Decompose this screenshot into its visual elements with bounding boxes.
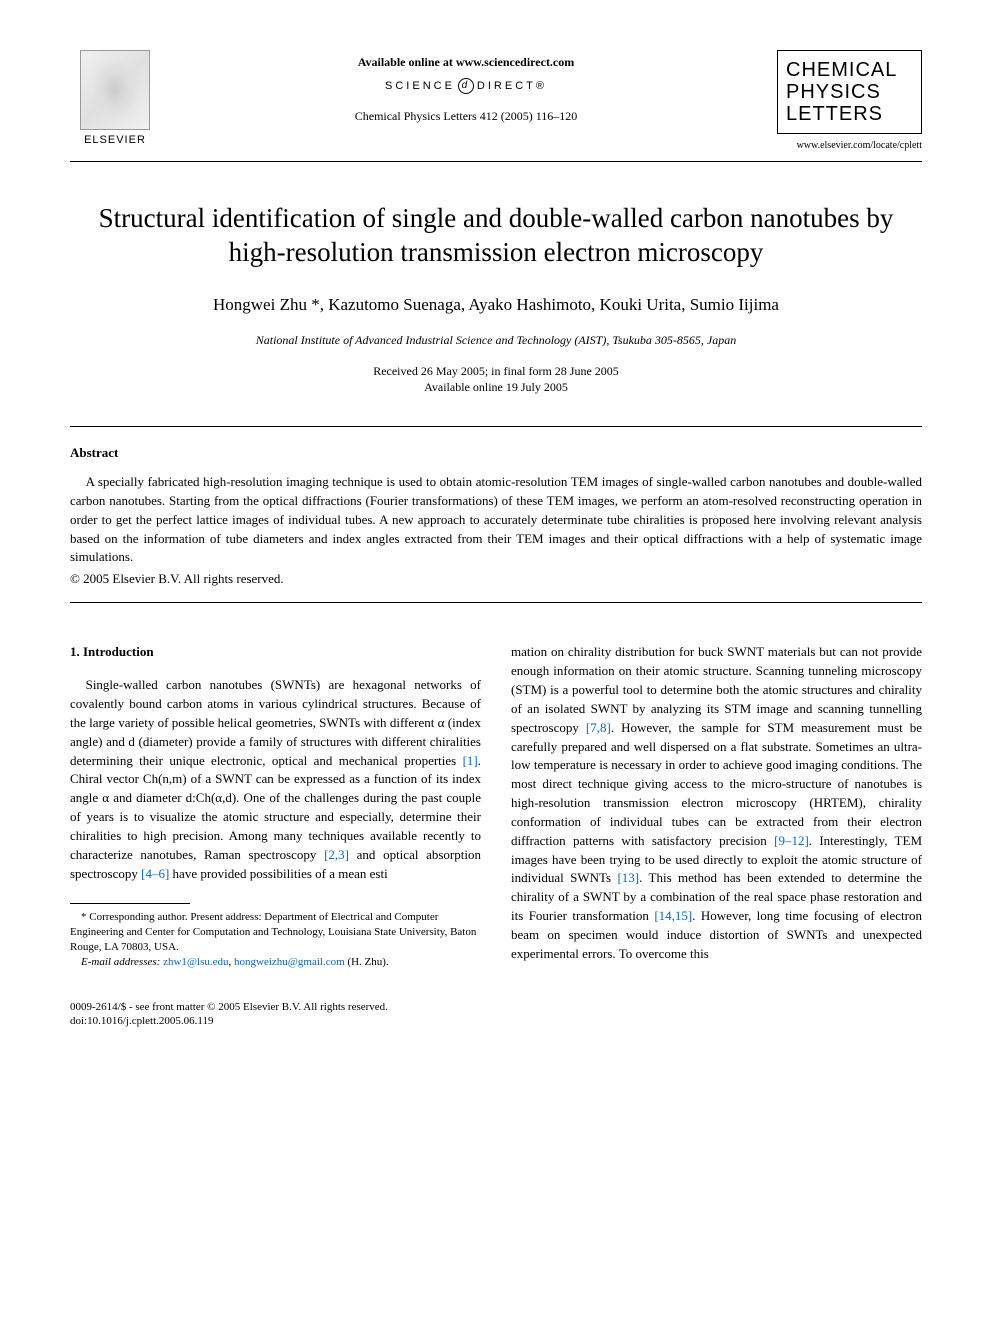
available-online-text: Available online at www.sciencedirect.co… [160,55,772,70]
left-column: 1. Introduction Single-walled carbon nan… [70,643,481,1028]
article-title: Structural identification of single and … [70,202,922,270]
sd-right: DIRECT® [477,80,547,92]
ref-link-13[interactable]: [13] [617,870,639,885]
abstract-bottom-divider [70,602,922,603]
email-link-1[interactable]: zhw1@lsu.edu [163,956,228,968]
body-text-r2: . However, the sample for STM measuremen… [511,720,922,848]
abstract-copyright: © 2005 Elsevier B.V. All rights reserved… [70,571,922,587]
page-header: ELSEVIER Available online at www.science… [70,50,922,151]
abstract-heading: Abstract [70,445,922,461]
body-text-4: have provided possibilities of a mean es… [169,866,387,881]
ref-link-78[interactable]: [7,8] [586,720,611,735]
header-divider [70,161,922,162]
article-dates: Received 26 May 2005; in final form 28 J… [70,363,922,397]
body-text-1: Single-walled carbon nanotubes (SWNTs) a… [70,677,481,767]
journal-logo-block: CHEMICAL PHYSICS LETTERS www.elsevier.co… [772,50,922,151]
publisher-block: ELSEVIER [70,50,160,146]
corresponding-footnote: * Corresponding author. Present address:… [70,910,481,955]
journal-logo-line-2: PHYSICS [786,81,913,103]
available-date: Available online 19 July 2005 [70,379,922,396]
email-tail: (H. Zhu). [345,956,389,968]
abstract-text: A specially fabricated high-resolution i… [70,473,922,567]
intro-paragraph-left: Single-walled carbon nanotubes (SWNTs) a… [70,676,481,883]
journal-logo-line-1: CHEMICAL [786,59,913,81]
body-text-2: . Chiral vector Ch(n,m) of a SWNT can be… [70,753,481,862]
ref-link-912[interactable]: [9–12] [774,833,809,848]
sd-circle-icon: d [458,78,474,94]
received-date: Received 26 May 2005; in final form 28 J… [70,363,922,380]
doi-line: doi:10.1016/j.cplett.2005.06.119 [70,1014,481,1028]
body-columns: 1. Introduction Single-walled carbon nan… [70,643,922,1028]
sd-left: SCIENCE [385,80,455,92]
journal-url: www.elsevier.com/locate/cplett [772,140,922,151]
issn-line: 0009-2614/$ - see front matter © 2005 El… [70,1000,481,1014]
elsevier-tree-logo [80,50,150,130]
right-column: mation on chirality distribution for buc… [511,643,922,1028]
journal-logo-line-3: LETTERS [786,103,913,125]
email-link-2[interactable]: hongweizhu@gmail.com [234,956,345,968]
abstract-top-divider [70,426,922,427]
journal-logo-box: CHEMICAL PHYSICS LETTERS [777,50,922,134]
bottom-meta: 0009-2614/$ - see front matter © 2005 El… [70,1000,481,1029]
center-header: Available online at www.sciencedirect.co… [160,50,772,124]
ref-link-23[interactable]: [2,3] [324,847,349,862]
affiliation: National Institute of Advanced Industria… [70,333,922,348]
intro-paragraph-right: mation on chirality distribution for buc… [511,643,922,963]
ref-link-1[interactable]: [1] [463,753,478,768]
journal-reference: Chemical Physics Letters 412 (2005) 116–… [160,109,772,124]
science-direct-logo: SCIENCEdDIRECT® [160,78,772,94]
ref-link-46[interactable]: [4–6] [141,866,169,881]
ref-link-1415[interactable]: [14,15] [654,908,692,923]
footnote-divider [70,903,190,904]
author-list: Hongwei Zhu *, Kazutomo Suenaga, Ayako H… [70,295,922,315]
email-label: E-mail addresses: [81,956,160,968]
email-footnote: E-mail addresses: zhw1@lsu.edu, hongweiz… [70,955,481,970]
intro-heading: 1. Introduction [70,643,481,662]
publisher-name: ELSEVIER [70,134,160,146]
